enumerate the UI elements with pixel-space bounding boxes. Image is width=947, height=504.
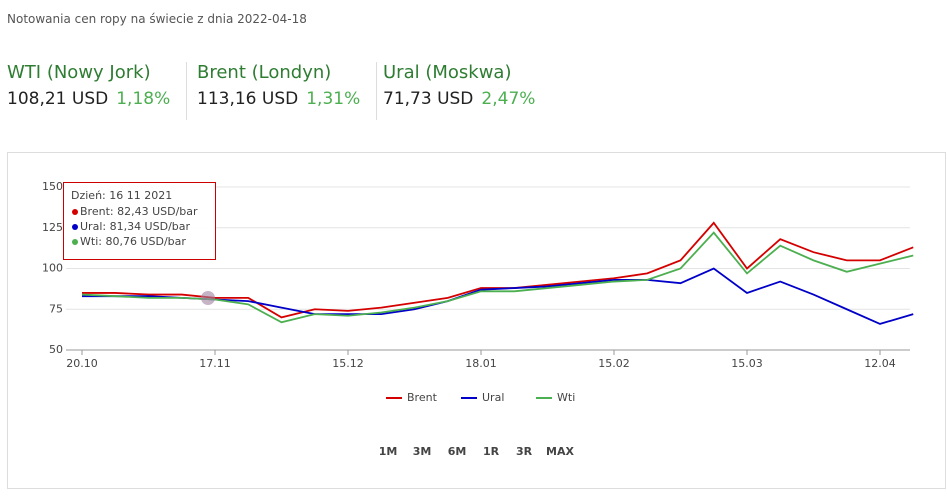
tooltip-dot [72, 224, 78, 230]
period-button[interactable]: 1R [483, 445, 500, 458]
quote: WTI (Nowy Jork) 108,21 USD 1,18% [7, 62, 188, 120]
tooltip-dot [72, 239, 78, 245]
tooltip-line: Wti: 80,76 USD/bar [80, 235, 186, 248]
series-line [81, 231, 914, 324]
change: 1,31% [306, 89, 361, 109]
quote-value: 113,16 USD 1,31% [197, 89, 360, 109]
hover-marker [201, 291, 215, 305]
tooltip-line: Ural: 81,34 USD/bar [80, 220, 190, 233]
quote-name: Ural (Moskwa) [383, 62, 512, 83]
tooltip-line: Brent: 82,43 USD/bar [80, 205, 198, 218]
legend-label: Ural [482, 391, 504, 404]
quote-value: 71,73 USD 2,47% [383, 89, 535, 109]
y-tick-label: 150 [42, 180, 63, 193]
change: 1,18% [116, 89, 171, 109]
legend-label: Wti [557, 391, 575, 404]
tooltip-dot [72, 209, 78, 215]
quote-name: Brent (Londyn) [197, 62, 332, 83]
x-tick-label: 15.02 [598, 357, 630, 370]
x-tick-label: 18.01 [465, 357, 497, 370]
tooltip-box [63, 182, 216, 260]
period-button[interactable]: 6M [448, 445, 467, 458]
y-tick-label: 75 [49, 302, 63, 315]
period-button[interactable]: 3R [516, 445, 533, 458]
quote-value: 108,21 USD 1,18% [7, 89, 170, 109]
price: 108,21 USD [7, 89, 109, 109]
page-title: Notowania cen ropy na świecie z dnia 202… [7, 12, 307, 26]
y-tick-label: 100 [42, 262, 63, 275]
price: 113,16 USD [197, 89, 299, 109]
x-tick-label: 20.10 [66, 357, 98, 370]
period-button[interactable]: MAX [546, 445, 574, 458]
quote-name: WTI (Nowy Jork) [7, 62, 151, 83]
x-tick-label: 17.11 [199, 357, 231, 370]
period-button[interactable]: 3M [413, 445, 432, 458]
x-tick-label: 12.04 [864, 357, 896, 370]
y-tick-label: 50 [49, 343, 63, 356]
x-tick-label: 15.12 [332, 357, 364, 370]
tooltip-date: Dzień: 16 11 2021 [71, 189, 172, 202]
quote: Brent (Londyn) 113,16 USD 1,31% [197, 62, 378, 120]
legend-label: Brent [407, 391, 438, 404]
quote: Ural (Moskwa) 71,73 USD 2,47% [383, 62, 551, 120]
change: 2,47% [481, 89, 536, 109]
period-button[interactable]: 1M [379, 445, 398, 458]
y-tick-label: 125 [42, 221, 63, 234]
chart-frame [7, 152, 946, 489]
x-tick-label: 15.03 [731, 357, 763, 370]
price: 71,73 USD [383, 89, 474, 109]
